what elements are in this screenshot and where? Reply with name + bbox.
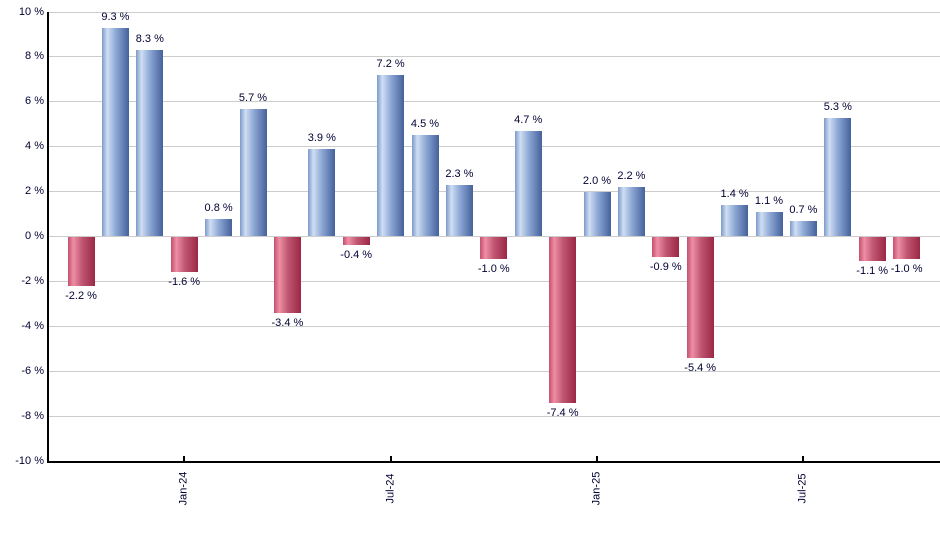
y-tick-label: 10 % [18,5,44,18]
x-axis-tick [183,456,186,461]
bar-value-label: 2.2 % [617,170,646,183]
bar-value-label: 0.7 % [789,203,818,216]
bar [617,187,645,237]
bar-value-label: -1.1 % [856,265,889,278]
y-tick-label: 2 % [25,185,44,198]
x-tick-label: Jan-24 [177,471,190,506]
gridline [48,325,940,327]
bar-value-label: 5.7 % [238,91,268,104]
bar [136,50,164,237]
bar-value-label: 4.7 % [514,113,543,126]
bar-value-label: -1.0 % [477,262,510,275]
bar [480,236,508,259]
y-tick-label: 8 % [25,50,44,63]
bar-value-label: -0.4 % [340,249,373,262]
x-axis-tick [596,456,598,461]
bar-value-label: 1.4 % [720,188,749,201]
bar [789,220,817,237]
bar [239,108,267,237]
x-tick-label: Jul-25 [796,473,809,504]
y-axis [47,12,49,463]
bar [652,236,680,257]
bar [858,236,886,262]
x-axis [47,461,940,463]
gridline [48,415,940,417]
x-axis-tick [802,456,805,461]
bar [686,236,714,358]
bar [101,27,129,237]
gridline [48,280,940,282]
x-tick-label: Jul-24 [384,473,397,504]
y-tick-label: -8 % [21,409,44,422]
gridline [48,370,940,372]
x-tick-label: Jan-25 [590,471,603,506]
bar-value-label: 7.2 % [376,57,405,70]
bar [342,236,370,246]
bar [205,218,233,237]
bar [755,211,783,237]
bar [170,236,198,273]
y-tick-label: -6 % [21,364,44,377]
bar [721,205,749,237]
gridline [48,101,940,103]
bar-value-label: -0.9 % [649,260,682,273]
gridline [48,11,940,13]
bar [377,74,405,237]
y-tick-label: 6 % [25,95,44,108]
bar-value-label: 3.9 % [307,131,336,144]
bar [67,236,95,286]
bar-value-label: -3.4 % [271,316,304,329]
bar [583,191,611,237]
bar-value-label: -5.4 % [684,361,717,374]
bar-value-label: 2.0 % [582,174,612,187]
bar-value-label: 4.5 % [410,118,440,131]
gridline [48,146,940,148]
bar [445,184,473,237]
gridline [48,191,940,193]
bar-value-label: 0.8 % [204,201,233,214]
bar-value-label: 5.3 % [823,100,852,113]
bar [308,148,336,237]
bar-value-label: 8.3 % [135,33,164,46]
y-tick-label: 0 % [25,230,44,242]
y-tick-label: -2 % [21,274,44,287]
bar-value-label: -7.4 % [546,406,579,419]
x-axis-tick [389,456,392,461]
y-tick-label: 4 % [25,140,44,153]
bar-value-label: 2.3 % [445,167,474,180]
y-tick-label: -10 % [15,454,44,467]
bar [824,117,852,237]
bar-value-label: -1.6 % [168,276,201,289]
bar-value-label: -2.2 % [65,289,97,302]
bar [893,236,921,259]
gridline [48,56,940,58]
bar [411,135,439,237]
y-tick-label: -4 % [21,319,44,332]
bar [514,130,542,237]
bar [549,236,577,403]
bar [273,236,301,313]
bar-value-label: 1.1 % [754,194,784,207]
bar-value-label: -1.0 % [890,262,923,275]
bar-value-label: 9.3 % [101,10,130,23]
